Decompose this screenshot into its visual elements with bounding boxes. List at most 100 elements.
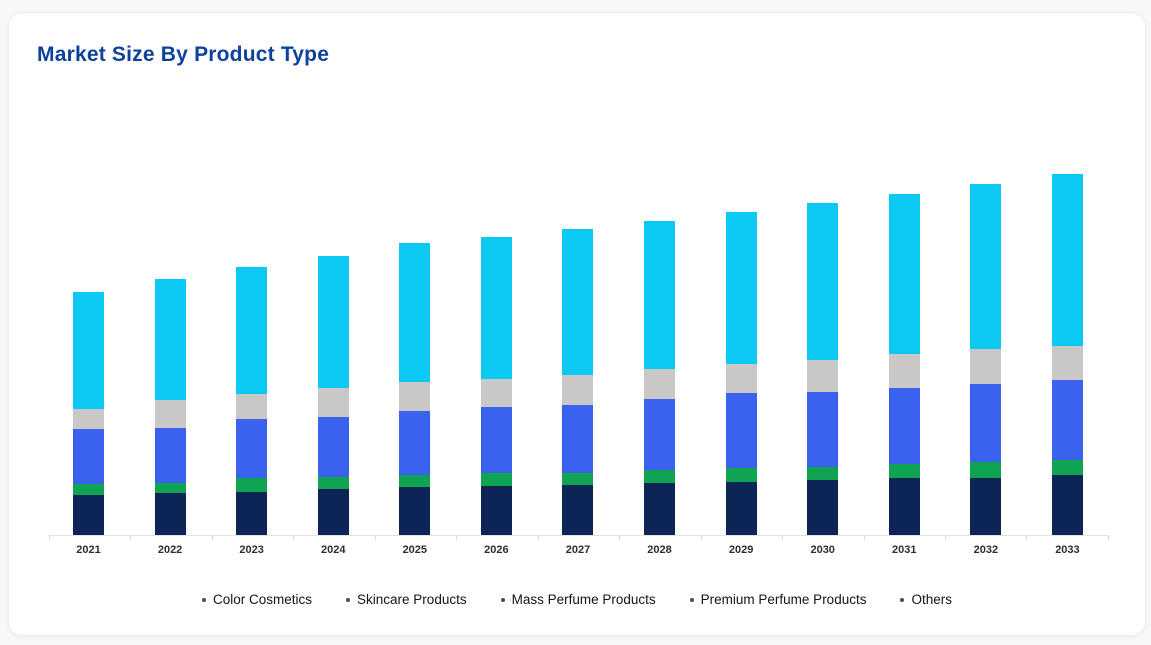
bar-segment-mass-perfume-products[interactable]	[1051, 380, 1083, 460]
bar-segment-premium-perfume-products[interactable]	[644, 369, 676, 399]
bar-segment-color-cosmetics[interactable]	[399, 487, 431, 536]
legend-label: Others	[911, 592, 952, 607]
bar-segment-others[interactable]	[562, 229, 594, 375]
bar-segment-premium-perfume-products[interactable]	[807, 360, 839, 392]
chart-card: Market Size By Product Type 2021 2022 2023…	[8, 12, 1146, 636]
bar-segment-skincare-products[interactable]	[1051, 460, 1083, 475]
bar-segment-color-cosmetics[interactable]	[970, 478, 1002, 536]
axis-tick	[782, 536, 784, 540]
bar-segment-mass-perfume-products[interactable]	[888, 388, 920, 464]
bar-group-2030: 2030	[807, 203, 839, 557]
bar-segment-others[interactable]	[236, 267, 268, 394]
bar-segment-premium-perfume-products[interactable]	[1051, 346, 1083, 380]
bar-segment-premium-perfume-products[interactable]	[317, 388, 349, 417]
bar-segment-skincare-products[interactable]	[73, 484, 104, 495]
bar-segment-others[interactable]	[399, 243, 431, 382]
bar-segment-mass-perfume-products[interactable]	[725, 393, 757, 468]
bar-segment-mass-perfume-products[interactable]	[970, 384, 1002, 462]
legend-item-mass-perfume-products[interactable]: Mass Perfume Products	[500, 592, 656, 607]
bar-segment-premium-perfume-products[interactable]	[73, 409, 104, 429]
bar-group-2025: 2025	[399, 243, 431, 557]
bar-segment-others[interactable]	[970, 184, 1002, 349]
bar-segment-premium-perfume-products[interactable]	[970, 349, 1002, 384]
x-axis-label-2030: 2030	[810, 544, 835, 556]
bar-segment-mass-perfume-products[interactable]	[399, 411, 431, 475]
bar-segment-color-cosmetics[interactable]	[1051, 475, 1083, 536]
bar-segment-skincare-products[interactable]	[562, 473, 594, 485]
bar-segment-others[interactable]	[73, 292, 104, 409]
legend-label: Premium Perfume Products	[700, 592, 867, 607]
bar-segment-premium-perfume-products[interactable]	[236, 394, 268, 419]
bar-segment-others[interactable]	[317, 256, 349, 388]
bar-segment-color-cosmetics[interactable]	[236, 492, 268, 536]
stacked-bar-2028[interactable]	[644, 221, 676, 536]
bar-segment-color-cosmetics[interactable]	[73, 495, 104, 536]
legend-bullet-icon	[689, 597, 694, 602]
bar-segment-others[interactable]	[725, 212, 757, 364]
bar-segment-mass-perfume-products[interactable]	[807, 392, 839, 467]
bar-segment-premium-perfume-products[interactable]	[480, 379, 512, 407]
bar-segment-others[interactable]	[480, 237, 512, 379]
stacked-bar-2030[interactable]	[807, 203, 839, 536]
bar-segment-mass-perfume-products[interactable]	[480, 407, 512, 473]
legend-item-skincare-products[interactable]: Skincare Products	[346, 592, 467, 607]
stacked-bar-2032[interactable]	[970, 184, 1002, 536]
bar-segment-mass-perfume-products[interactable]	[154, 428, 186, 483]
bar-segment-premium-perfume-products[interactable]	[562, 375, 594, 405]
bar-segment-others[interactable]	[807, 203, 839, 360]
bar-group-2022: 2022	[154, 279, 186, 557]
bar-segment-color-cosmetics[interactable]	[480, 486, 512, 536]
axis-tick	[374, 536, 376, 540]
x-axis-label-2021: 2021	[76, 544, 101, 556]
bar-segment-color-cosmetics[interactable]	[725, 482, 757, 536]
bar-segment-skincare-products[interactable]	[154, 483, 186, 493]
stacked-bar-2025[interactable]	[399, 243, 431, 536]
page-title: Market Size By Product Type	[37, 43, 330, 66]
bar-segment-mass-perfume-products[interactable]	[317, 417, 349, 477]
stacked-bar-2021[interactable]	[73, 292, 104, 536]
bar-segment-skincare-products[interactable]	[807, 467, 839, 480]
axis-tick	[863, 536, 865, 540]
bar-segment-color-cosmetics[interactable]	[644, 483, 676, 536]
stacked-bar-2026[interactable]	[480, 237, 512, 536]
bar-segment-skincare-products[interactable]	[644, 470, 676, 483]
bar-segment-skincare-products[interactable]	[399, 475, 431, 487]
bar-segment-others[interactable]	[154, 279, 186, 400]
bar-segment-color-cosmetics[interactable]	[888, 478, 920, 536]
stacked-bar-2033[interactable]	[1051, 174, 1083, 536]
bar-segment-skincare-products[interactable]	[317, 477, 349, 489]
bar-segment-skincare-products[interactable]	[480, 473, 512, 486]
bar-segment-premium-perfume-products[interactable]	[888, 354, 920, 388]
bar-segment-skincare-products[interactable]	[888, 464, 920, 478]
stacked-bar-2024[interactable]	[317, 256, 349, 536]
x-axis-label-2027: 2027	[565, 544, 591, 556]
bar-segment-premium-perfume-products[interactable]	[154, 400, 186, 428]
bar-segment-skincare-products[interactable]	[236, 478, 268, 492]
bar-segment-color-cosmetics[interactable]	[562, 485, 594, 536]
legend-item-others[interactable]: Others	[900, 592, 952, 607]
bar-segment-mass-perfume-products[interactable]	[644, 399, 676, 470]
bar-segment-color-cosmetics[interactable]	[807, 480, 839, 536]
bar-segment-skincare-products[interactable]	[725, 468, 757, 482]
bar-segment-others[interactable]	[1051, 174, 1083, 346]
bar-segment-premium-perfume-products[interactable]	[399, 382, 431, 411]
bar-segment-color-cosmetics[interactable]	[317, 489, 349, 536]
legend-item-premium-perfume-products[interactable]: Premium Perfume Products	[689, 592, 867, 607]
bar-segment-color-cosmetics[interactable]	[154, 493, 186, 536]
legend-item-color-cosmetics[interactable]: Color Cosmetics	[202, 592, 312, 607]
plot-area: 2021 2022 2023 2024 2025 2026 2027 2028 2029 2030…	[59, 172, 1097, 557]
stacked-bar-2031[interactable]	[888, 194, 920, 536]
bar-group-2021: 2021	[73, 292, 104, 557]
stacked-bar-2027[interactable]	[562, 229, 594, 536]
bar-segment-others[interactable]	[644, 221, 676, 369]
stacked-bar-2023[interactable]	[236, 267, 268, 536]
bar-segment-premium-perfume-products[interactable]	[725, 364, 757, 393]
bar-segment-mass-perfume-products[interactable]	[562, 405, 594, 473]
stacked-bar-2022[interactable]	[154, 279, 186, 536]
bar-group-2024: 2024	[317, 256, 349, 557]
bar-segment-others[interactable]	[888, 194, 920, 354]
bar-segment-mass-perfume-products[interactable]	[73, 429, 104, 484]
bar-segment-mass-perfume-products[interactable]	[236, 419, 268, 478]
stacked-bar-2029[interactable]	[725, 212, 757, 536]
bar-segment-skincare-products[interactable]	[970, 462, 1002, 478]
